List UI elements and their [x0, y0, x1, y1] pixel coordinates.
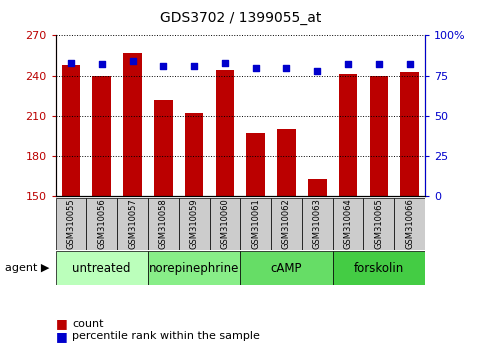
- Bar: [369, 76, 388, 196]
- Bar: [339, 74, 357, 196]
- Bar: [179, 198, 210, 250]
- Point: [375, 62, 383, 67]
- Bar: [277, 129, 296, 196]
- Text: GSM310060: GSM310060: [220, 199, 229, 249]
- Text: ■: ■: [56, 330, 71, 343]
- Text: GSM310058: GSM310058: [159, 199, 168, 249]
- Point: [67, 60, 75, 65]
- Bar: [148, 251, 241, 285]
- Point: [313, 68, 321, 74]
- Point: [98, 62, 106, 67]
- Text: untreated: untreated: [72, 262, 131, 275]
- Text: norepinephrine: norepinephrine: [149, 262, 239, 275]
- Bar: [123, 53, 142, 196]
- Point: [190, 63, 198, 69]
- Text: ■: ■: [56, 318, 71, 330]
- Point: [344, 62, 352, 67]
- Text: agent ▶: agent ▶: [5, 263, 49, 273]
- Point: [128, 58, 136, 64]
- Bar: [56, 198, 86, 250]
- Point: [159, 63, 167, 69]
- Text: GSM310061: GSM310061: [251, 199, 260, 249]
- Bar: [56, 251, 148, 285]
- Point: [283, 65, 290, 70]
- Text: GSM310065: GSM310065: [374, 199, 384, 249]
- Bar: [302, 198, 333, 250]
- Text: GSM310066: GSM310066: [405, 199, 414, 249]
- Bar: [86, 198, 117, 250]
- Bar: [394, 198, 425, 250]
- Point: [252, 65, 259, 70]
- Text: GSM310057: GSM310057: [128, 199, 137, 249]
- Bar: [333, 198, 364, 250]
- Bar: [271, 198, 302, 250]
- Text: GSM310059: GSM310059: [190, 199, 199, 249]
- Text: GSM310063: GSM310063: [313, 199, 322, 249]
- Bar: [400, 72, 419, 196]
- Text: GSM310062: GSM310062: [282, 199, 291, 249]
- Bar: [215, 70, 234, 196]
- Bar: [240, 251, 333, 285]
- Bar: [364, 198, 394, 250]
- Point: [406, 62, 413, 67]
- Text: count: count: [72, 319, 104, 329]
- Text: cAMP: cAMP: [271, 262, 302, 275]
- Text: GSM310064: GSM310064: [343, 199, 353, 249]
- Point: [221, 60, 229, 65]
- Bar: [185, 113, 203, 196]
- Bar: [210, 198, 240, 250]
- Bar: [308, 179, 327, 196]
- Text: GSM310056: GSM310056: [97, 199, 106, 249]
- Bar: [92, 76, 111, 196]
- Text: GDS3702 / 1399055_at: GDS3702 / 1399055_at: [159, 11, 321, 25]
- Text: GSM310055: GSM310055: [67, 199, 75, 249]
- Bar: [148, 198, 179, 250]
- Text: forskolin: forskolin: [354, 262, 404, 275]
- Bar: [62, 65, 80, 196]
- Bar: [246, 133, 265, 196]
- Bar: [117, 198, 148, 250]
- Text: percentile rank within the sample: percentile rank within the sample: [72, 331, 260, 341]
- Bar: [154, 100, 172, 196]
- Bar: [333, 251, 425, 285]
- Bar: [240, 198, 271, 250]
